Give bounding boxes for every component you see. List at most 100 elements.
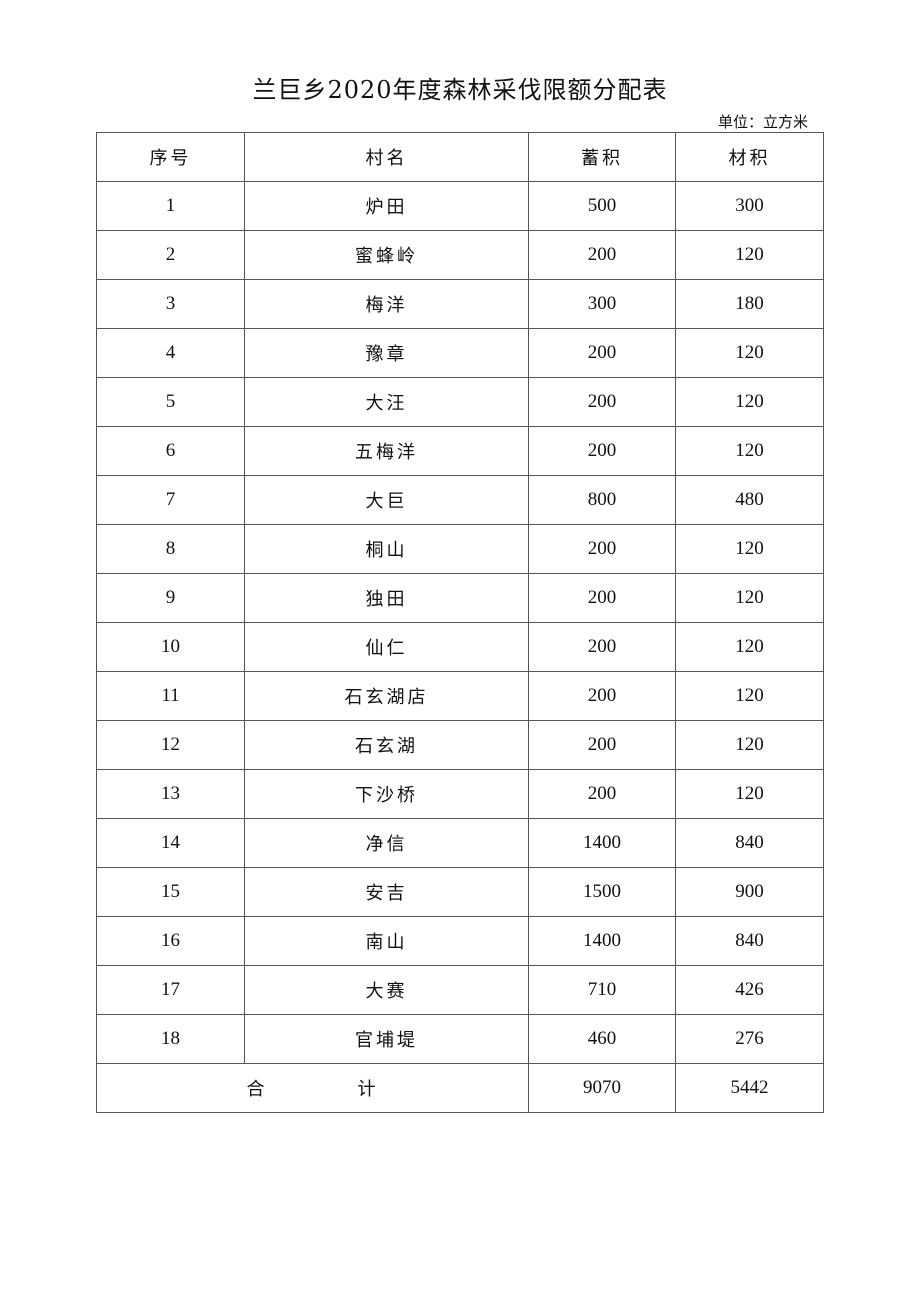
cell-timber: 120	[675, 230, 824, 280]
cell-index: 14	[96, 818, 245, 868]
cell-timber: 900	[675, 867, 824, 917]
header-stock-volume: 蓄积	[528, 132, 676, 182]
cell-village: 豫章	[244, 328, 529, 378]
table-row: 17 大赛 710 426	[96, 965, 824, 1015]
cell-timber: 120	[675, 524, 824, 574]
cell-village: 蜜蜂岭	[244, 230, 529, 280]
cell-village: 石玄湖店	[244, 671, 529, 721]
cell-index: 16	[96, 916, 245, 966]
table-row: 18 官埔堤 460 276	[96, 1014, 824, 1064]
cell-index: 9	[96, 573, 245, 623]
cell-stock: 200	[528, 328, 676, 378]
cell-index: 1	[96, 181, 245, 231]
cell-timber: 840	[675, 818, 824, 868]
total-label: 合计	[96, 1063, 529, 1113]
table-row: 12 石玄湖 200 120	[96, 720, 824, 770]
cell-stock: 300	[528, 279, 676, 329]
cell-stock: 200	[528, 622, 676, 672]
allocation-table: 序号 村名 蓄积 材积 1 炉田 500 300 2 蜜蜂岭 200 120 3 梅洋 300 180…	[96, 132, 824, 1113]
header-index: 序号	[96, 132, 245, 182]
cell-index: 15	[96, 867, 245, 917]
total-label-right: 计	[357, 1079, 379, 1100]
cell-index: 8	[96, 524, 245, 574]
cell-index: 7	[96, 475, 245, 525]
cell-village: 石玄湖	[244, 720, 529, 770]
table-row: 7 大巨 800 480	[96, 475, 824, 525]
cell-timber: 120	[675, 426, 824, 476]
table-row: 16 南山 1400 840	[96, 916, 824, 966]
unit-label: 单位：立方米	[717, 113, 808, 131]
cell-village: 独田	[244, 573, 529, 623]
table-row: 14 净信 1400 840	[96, 818, 824, 868]
cell-village: 南山	[244, 916, 529, 966]
cell-timber: 426	[675, 965, 824, 1015]
total-label-left: 合	[246, 1079, 268, 1100]
total-stock: 9070	[528, 1063, 676, 1113]
cell-index: 17	[96, 965, 245, 1015]
cell-index: 11	[96, 671, 245, 721]
cell-village: 下沙桥	[244, 769, 529, 819]
cell-index: 6	[96, 426, 245, 476]
table-row: 5 大汪 200 120	[96, 377, 824, 427]
cell-village: 官埔堤	[244, 1014, 529, 1064]
cell-index: 18	[96, 1014, 245, 1064]
total-timber: 5442	[675, 1063, 824, 1113]
cell-timber: 120	[675, 720, 824, 770]
cell-index: 4	[96, 328, 245, 378]
table-row: 3 梅洋 300 180	[96, 279, 824, 329]
table-row: 4 豫章 200 120	[96, 328, 824, 378]
cell-village: 炉田	[244, 181, 529, 231]
table-row: 13 下沙桥 200 120	[96, 769, 824, 819]
header-row: 序号 村名 蓄积 材积	[96, 132, 824, 182]
cell-village: 桐山	[244, 524, 529, 574]
cell-stock: 200	[528, 671, 676, 721]
cell-village: 净信	[244, 818, 529, 868]
cell-index: 2	[96, 230, 245, 280]
cell-timber: 840	[675, 916, 824, 966]
cell-stock: 1400	[528, 916, 676, 966]
cell-village: 安吉	[244, 867, 529, 917]
cell-stock: 710	[528, 965, 676, 1015]
table-body: 1 炉田 500 300 2 蜜蜂岭 200 120 3 梅洋 300 180 4 豫章 200 120 5 大汪…	[96, 181, 824, 1064]
cell-stock: 200	[528, 524, 676, 574]
header-village: 村名	[244, 132, 529, 182]
cell-timber: 120	[675, 328, 824, 378]
cell-stock: 800	[528, 475, 676, 525]
cell-stock: 1400	[528, 818, 676, 868]
table-row: 11 石玄湖店 200 120	[96, 671, 824, 721]
cell-index: 13	[96, 769, 245, 819]
cell-stock: 200	[528, 377, 676, 427]
cell-stock: 200	[528, 769, 676, 819]
cell-timber: 120	[675, 769, 824, 819]
cell-timber: 276	[675, 1014, 824, 1064]
page-title: 兰巨乡2020年度森林采伐限额分配表	[252, 76, 668, 104]
cell-timber: 480	[675, 475, 824, 525]
cell-stock: 1500	[528, 867, 676, 917]
table-row: 8 桐山 200 120	[96, 524, 824, 574]
total-row: 合计 9070 5442	[96, 1063, 824, 1113]
table-row: 2 蜜蜂岭 200 120	[96, 230, 824, 280]
cell-village: 仙仁	[244, 622, 529, 672]
cell-stock: 200	[528, 426, 676, 476]
cell-village: 梅洋	[244, 279, 529, 329]
cell-village: 大汪	[244, 377, 529, 427]
cell-index: 12	[96, 720, 245, 770]
table-row: 15 安吉 1500 900	[96, 867, 824, 917]
cell-index: 10	[96, 622, 245, 672]
cell-stock: 200	[528, 573, 676, 623]
cell-timber: 120	[675, 622, 824, 672]
cell-stock: 200	[528, 720, 676, 770]
cell-village: 五梅洋	[244, 426, 529, 476]
cell-index: 3	[96, 279, 245, 329]
cell-index: 5	[96, 377, 245, 427]
cell-village: 大巨	[244, 475, 529, 525]
cell-stock: 500	[528, 181, 676, 231]
cell-village: 大赛	[244, 965, 529, 1015]
table-row: 1 炉田 500 300	[96, 181, 824, 231]
cell-timber: 120	[675, 573, 824, 623]
cell-stock: 200	[528, 230, 676, 280]
cell-timber: 180	[675, 279, 824, 329]
table-row: 6 五梅洋 200 120	[96, 426, 824, 476]
header-timber-volume: 材积	[675, 132, 824, 182]
cell-stock: 460	[528, 1014, 676, 1064]
